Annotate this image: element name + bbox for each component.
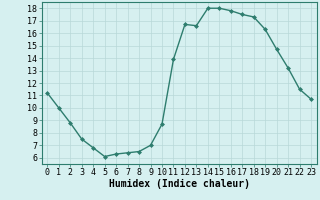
- X-axis label: Humidex (Indice chaleur): Humidex (Indice chaleur): [109, 179, 250, 189]
